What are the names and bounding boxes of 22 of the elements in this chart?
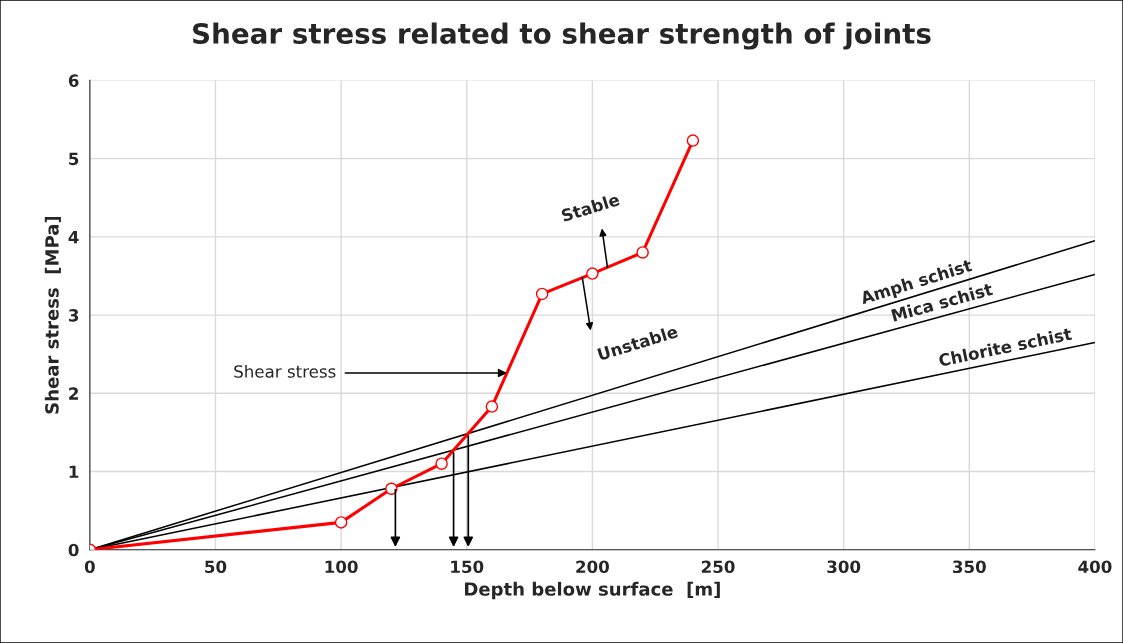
x-tick-label: 250 bbox=[701, 560, 735, 574]
chart-title: Shear stress related to shear strength of joints bbox=[193, 22, 931, 50]
annotation: Stable bbox=[560, 192, 621, 223]
x-axis-title: Depth below surface [m] bbox=[465, 581, 720, 600]
annotation: Shear stress bbox=[234, 364, 336, 378]
x-tick-label: 100 bbox=[325, 560, 358, 574]
y-tick-label: 2 bbox=[69, 387, 78, 400]
y-tick-label: 6 bbox=[68, 74, 79, 87]
x-tick-label: 150 bbox=[451, 560, 484, 574]
x-tick-label: 400 bbox=[1078, 560, 1112, 574]
x-tick-label: 200 bbox=[576, 560, 609, 574]
x-tick-label: 0 bbox=[84, 560, 95, 574]
x-tick-label: 350 bbox=[953, 560, 986, 574]
y-tick-label: 5 bbox=[69, 152, 79, 166]
y-axis-title: Shear stress [MPa] bbox=[44, 216, 61, 414]
x-tick-label: 50 bbox=[205, 560, 227, 574]
y-tick-label: 4 bbox=[68, 231, 79, 244]
x-tick-label: 300 bbox=[827, 560, 861, 574]
y-tick-label: 1 bbox=[69, 465, 79, 478]
text: Chlorite schist bbox=[938, 327, 1073, 367]
y-tick-label: 0 bbox=[68, 543, 79, 557]
y-tick-label: 3 bbox=[68, 309, 79, 322]
